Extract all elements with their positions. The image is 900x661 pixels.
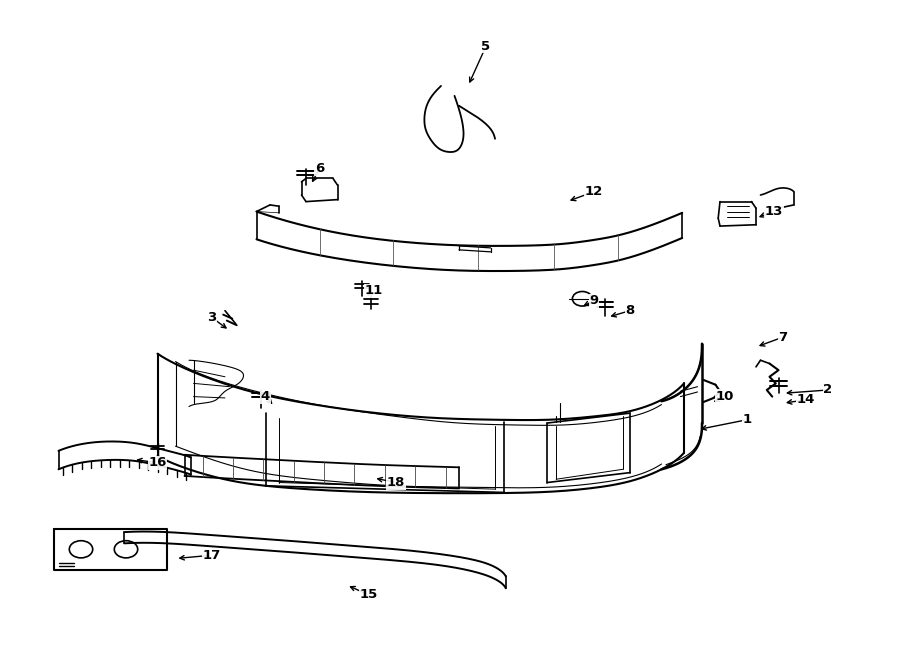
Text: 11: 11	[364, 284, 382, 297]
Text: 10: 10	[716, 390, 733, 403]
Text: 17: 17	[202, 549, 220, 562]
Text: 15: 15	[360, 588, 378, 602]
Text: 2: 2	[824, 383, 832, 397]
Text: 6: 6	[315, 162, 324, 175]
Text: 14: 14	[796, 393, 814, 407]
Text: 16: 16	[148, 456, 166, 469]
Text: 12: 12	[585, 185, 603, 198]
Text: 8: 8	[626, 304, 634, 317]
Text: 9: 9	[590, 294, 598, 307]
Text: 7: 7	[778, 330, 788, 344]
Text: 18: 18	[387, 476, 405, 489]
Text: 4: 4	[261, 390, 270, 403]
Text: 5: 5	[482, 40, 490, 53]
Text: 13: 13	[765, 205, 783, 218]
Text: 3: 3	[207, 311, 216, 324]
Text: 1: 1	[742, 413, 752, 426]
